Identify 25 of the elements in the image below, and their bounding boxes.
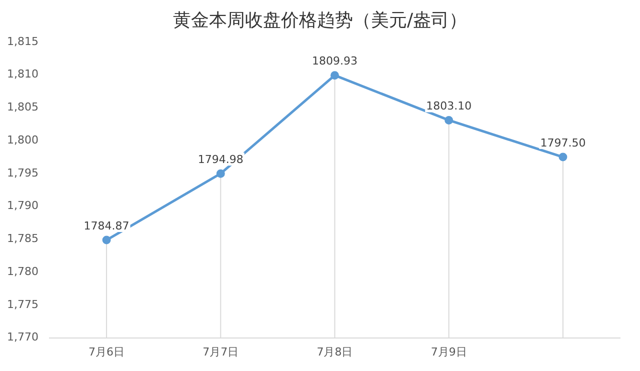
- y-tick-label: 1,800: [6, 133, 38, 146]
- point: [558, 152, 568, 162]
- data-label: 1803.10: [426, 100, 472, 113]
- point: [102, 236, 111, 244]
- x-tick-label: 7月8日: [316, 345, 353, 358]
- y-tick-label: 1,780: [6, 264, 38, 278]
- y-tick-label: 1,770: [6, 330, 38, 344]
- y-tick-label: 1,790: [6, 199, 38, 212]
- y-tick-label: 1,775: [6, 298, 38, 311]
- y-tick-label: 1,795: [6, 166, 38, 180]
- y-tick-label: 1,810: [6, 68, 38, 81]
- x-tick-label: 7月6日: [88, 345, 125, 358]
- data-label: 1784.87: [84, 219, 130, 232]
- point: [330, 71, 339, 80]
- data-label: 1809.93: [312, 54, 358, 68]
- data-label: 1797.50: [540, 136, 586, 150]
- y-tick-label: 1,805: [6, 100, 38, 114]
- y-tick-label: 1,785: [6, 232, 38, 246]
- x-tick-label: 7月9日: [430, 345, 467, 358]
- y-tick-label: 1,815: [6, 34, 38, 48]
- point: [444, 116, 454, 124]
- chart-title: 黄金本周收盘价格趋势（美元/盎司）: [172, 9, 468, 32]
- point: [216, 169, 225, 178]
- data-label: 1794.98: [198, 152, 244, 166]
- x-tick-label: 7月7日: [202, 345, 239, 358]
